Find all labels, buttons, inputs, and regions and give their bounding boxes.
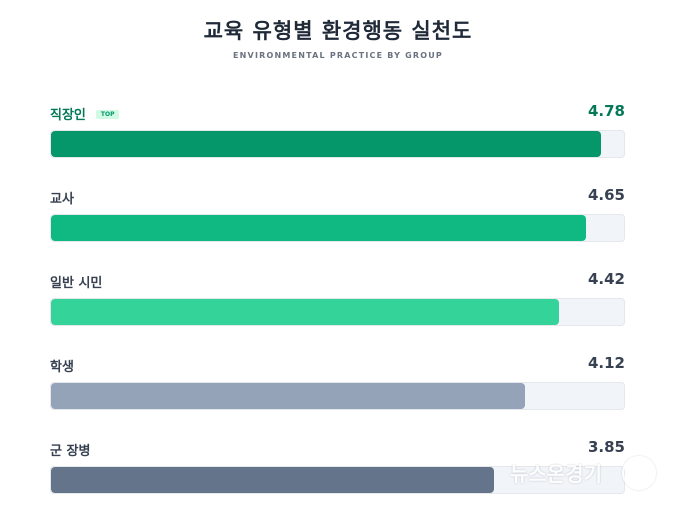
category-label: 학생 bbox=[50, 360, 74, 375]
bar-track bbox=[50, 298, 625, 326]
chart-subtitle: ENVIRONMENTAL PRACTICE BY GROUP bbox=[233, 51, 443, 60]
bar-row: 일반 시민 4.42 bbox=[50, 266, 625, 332]
category-label: 군 장병 bbox=[50, 444, 91, 459]
bar-track bbox=[50, 130, 625, 158]
watermark-circle-icon bbox=[622, 456, 656, 490]
category-label: 직장인 TOP bbox=[50, 104, 120, 123]
bar-row: 군 장병 3.85 bbox=[50, 434, 625, 500]
bar-row-header: 일반 시민 4.42 bbox=[50, 266, 625, 292]
value-label: 4.12 bbox=[587, 354, 625, 372]
bar-row-header: 교사 4.65 bbox=[50, 182, 625, 208]
category-label: 일반 시민 bbox=[50, 276, 103, 291]
bar bbox=[51, 299, 560, 325]
category-label: 교사 bbox=[50, 192, 74, 207]
bar-row-header: 직장인 TOP 4.78 bbox=[50, 98, 625, 124]
watermark-logo: 뉴스온경기 bbox=[510, 462, 602, 486]
bar bbox=[51, 383, 525, 409]
bar bbox=[51, 467, 494, 493]
bar-row: 교사 4.65 bbox=[50, 182, 625, 248]
bar bbox=[51, 215, 586, 241]
bar-track bbox=[50, 382, 625, 410]
bar bbox=[51, 131, 601, 157]
bar-row: 학생 4.12 bbox=[50, 350, 625, 416]
bar-row: 직장인 TOP 4.78 bbox=[50, 98, 625, 164]
chart-title: 교육 유형별 환경행동 실천도 bbox=[203, 19, 473, 43]
value-label: 4.42 bbox=[587, 270, 625, 288]
bar-row-header: 학생 4.12 bbox=[50, 350, 625, 376]
bar-row-header: 군 장병 3.85 bbox=[50, 434, 625, 460]
bar-track bbox=[50, 466, 625, 494]
value-label: 4.78 bbox=[587, 102, 625, 120]
top-badge: TOP bbox=[95, 110, 120, 119]
value-label: 3.85 bbox=[587, 438, 625, 456]
value-label: 4.65 bbox=[587, 186, 625, 204]
bar-track bbox=[50, 214, 625, 242]
